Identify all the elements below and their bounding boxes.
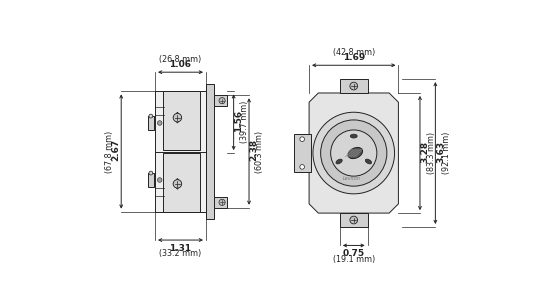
Ellipse shape (156, 177, 164, 183)
Text: 2.67: 2.67 (111, 139, 120, 161)
Ellipse shape (365, 159, 372, 164)
Text: 0.75: 0.75 (343, 249, 365, 258)
Bar (206, 84, 214, 219)
Bar (155, 92, 206, 212)
Text: 1.56: 1.56 (234, 110, 243, 132)
Text: 3.28: 3.28 (421, 140, 430, 163)
Ellipse shape (149, 171, 153, 175)
Circle shape (157, 178, 162, 182)
Text: 1.31: 1.31 (170, 244, 192, 253)
Bar (163, 92, 200, 150)
Circle shape (157, 121, 162, 125)
Text: 2.38: 2.38 (249, 139, 258, 161)
Text: 1.06: 1.06 (170, 60, 192, 69)
Text: (67.8 mm): (67.8 mm) (105, 130, 114, 172)
Bar (340, 79, 368, 93)
Text: (60.3 mm): (60.3 mm) (255, 130, 264, 172)
Ellipse shape (149, 114, 153, 118)
Circle shape (330, 130, 377, 176)
Text: (26.8 mm): (26.8 mm) (159, 55, 201, 64)
Circle shape (300, 137, 305, 142)
Circle shape (219, 199, 225, 206)
Bar (148, 116, 153, 130)
Text: (92.1 mm): (92.1 mm) (442, 132, 451, 174)
Polygon shape (173, 112, 181, 123)
Polygon shape (309, 93, 399, 213)
Text: (42.8 mm): (42.8 mm) (333, 48, 375, 57)
Circle shape (173, 180, 181, 188)
Bar (163, 153, 200, 212)
Text: 1.69: 1.69 (342, 53, 365, 62)
Circle shape (350, 216, 357, 224)
Circle shape (173, 113, 181, 122)
Circle shape (219, 98, 225, 104)
Bar (148, 173, 153, 187)
Text: (39.7 mm): (39.7 mm) (240, 101, 249, 143)
Circle shape (300, 165, 305, 169)
Ellipse shape (350, 134, 357, 138)
Circle shape (350, 82, 357, 90)
Bar (340, 213, 368, 227)
Text: 3.63: 3.63 (436, 140, 446, 163)
Ellipse shape (156, 120, 164, 126)
Text: (19.1 mm): (19.1 mm) (333, 255, 375, 264)
Bar (294, 134, 310, 172)
Polygon shape (173, 178, 181, 189)
Circle shape (321, 120, 387, 186)
Bar (214, 95, 227, 106)
Bar (214, 197, 227, 208)
Text: (33.2 mm): (33.2 mm) (159, 249, 201, 258)
Ellipse shape (348, 148, 362, 159)
Text: Leviton: Leviton (343, 176, 361, 181)
Circle shape (313, 112, 395, 194)
Text: (83.3 mm): (83.3 mm) (427, 132, 436, 174)
Ellipse shape (336, 159, 342, 164)
